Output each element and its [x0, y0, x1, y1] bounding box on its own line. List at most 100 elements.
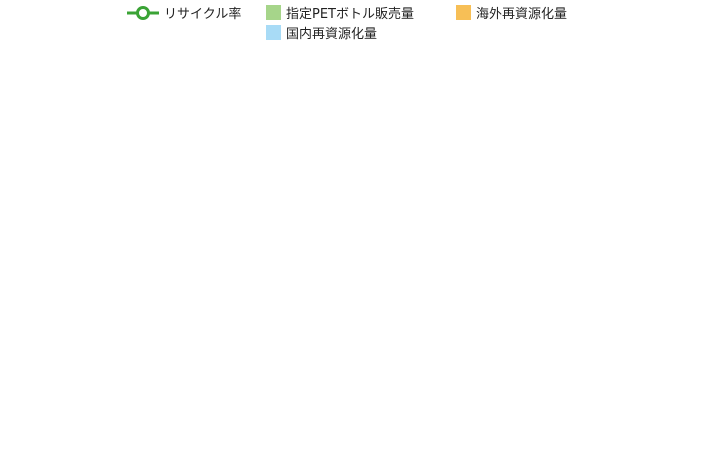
label-sales: 596 [269, 123, 300, 142]
right-axis-unit: (%) [636, 23, 659, 38]
label-sales: 581 [532, 130, 563, 149]
bar-overseas [289, 189, 309, 295]
label-overseas: 227 [226, 240, 257, 259]
label-domestic: 279 [279, 353, 310, 372]
bar-domestic [605, 230, 625, 426]
label-overseas: 199 [173, 242, 204, 261]
label-overseas: 92 [599, 200, 619, 219]
legend-item-overseas: 海外再資源化量 [456, 3, 567, 22]
legend-swatch [456, 5, 471, 20]
label-overseas: 201 [331, 229, 362, 248]
bar-domestic [447, 271, 467, 426]
line-marker-icon [127, 5, 159, 20]
bar-overseas [605, 186, 625, 231]
label-overseas: 122 [542, 210, 573, 229]
x-tick-label: 2021 [528, 432, 566, 450]
label-domestic: 258 [121, 358, 152, 377]
label-overseas: 239 [121, 239, 152, 258]
label-recycle-rate: 88.8 [481, 61, 517, 80]
x-axis-unit: (年度) [582, 453, 618, 469]
bar-domestic [500, 262, 520, 426]
point-recycle-rate [230, 91, 245, 106]
label-domestic: 328 [436, 342, 467, 361]
bar-sales [113, 152, 132, 427]
x-tick-label: 2017 [317, 432, 355, 450]
bar-overseas [342, 190, 362, 286]
label-recycle-rate: 86.9 [587, 69, 623, 88]
x-tick-label: 2019 [423, 432, 461, 450]
label-domestic: 345 [489, 337, 520, 356]
legend-item-sales: 指定PETボトル販売量 [266, 3, 414, 22]
left-tick-label: 200 [57, 325, 84, 341]
left-tick-label: 0 [89, 419, 98, 435]
x-tick-label: 2022 [580, 432, 618, 450]
left-axis-unit: (千トン) [36, 23, 85, 38]
legend-swatch [266, 5, 281, 20]
right-tick-label: 100 [647, 41, 674, 57]
label-sales: 563 [216, 139, 247, 158]
legend-label: 国内再資源化量 [286, 27, 378, 42]
bar-domestic [289, 294, 309, 426]
label-domestic: 414 [594, 321, 625, 340]
bar-overseas [500, 194, 520, 263]
bar-sales [323, 148, 343, 426]
legend-label: リサイクル率 [164, 7, 242, 22]
bar-sales [533, 151, 553, 427]
point-recycle-rate [282, 101, 297, 116]
x-tick-label: 2016 [265, 432, 303, 450]
label-domestic: 261 [226, 357, 257, 376]
left-tick-label: 800 [57, 41, 84, 57]
point-recycle-rate [545, 93, 560, 108]
label-sales: 583 [585, 130, 616, 149]
point-recycle-rate [177, 106, 192, 121]
label-overseas: 222 [279, 233, 310, 252]
label-recycle-rate: 84.6 [376, 77, 412, 96]
legend-item-recycle-rate: リサイクル率 [127, 3, 241, 22]
label-recycle-rate: 85.9 [429, 72, 465, 91]
left-tick-label: 100 [57, 372, 84, 388]
bar-domestic [552, 247, 572, 426]
label-domestic: 298 [331, 349, 362, 368]
label-recycle-rate: 82.6 [166, 85, 202, 104]
bar-overseas [447, 185, 467, 272]
bar-domestic [237, 302, 257, 426]
point-recycle-rate [493, 83, 508, 98]
point-recycle-rate [598, 90, 613, 105]
x-tick-label: 2013 [107, 432, 145, 450]
label-sales: 579 [111, 131, 142, 150]
line-recycle-rate [131, 88, 606, 116]
right-tick-label: 40 [647, 268, 665, 284]
left-tick-label: 700 [57, 88, 84, 104]
legend-label: 指定PETボトル販売量 [286, 7, 414, 22]
right-tick-label: 60 [647, 192, 665, 208]
right-tick-label: 0 [632, 419, 641, 435]
x-tick-label: 2014 [160, 432, 198, 450]
bar-sales [270, 144, 290, 426]
left-tick-label: 500 [57, 183, 84, 199]
bar-overseas [237, 195, 257, 303]
label-domestic: 334 [384, 340, 415, 359]
point-recycle-rate [388, 99, 402, 114]
left-tick-label: 600 [57, 136, 84, 152]
label-sales: 587 [322, 128, 353, 147]
point-recycle-rate [440, 94, 455, 109]
bar-domestic [132, 304, 151, 426]
label-overseas: 144 [489, 220, 520, 239]
bar-domestic [342, 285, 362, 426]
label-recycle-rate: 86.0 [534, 72, 570, 91]
label-sales: 626 [374, 109, 405, 128]
legend-item-domestic: 国内再資源化量 [266, 23, 377, 42]
x-tick-label: 2020 [475, 432, 513, 450]
bar-sales [218, 159, 238, 427]
left-axis-label: 販売量・再資源化量 [40, 180, 56, 315]
left-tick-label: 300 [57, 277, 84, 293]
left-tick-label: 400 [57, 230, 84, 246]
label-recycle-rate: 85.8 [113, 73, 149, 92]
label-recycle-rate: 84.9 [324, 76, 360, 95]
label-overseas: 195 [384, 213, 415, 232]
x-tick-label: 2018 [370, 432, 408, 450]
bar-overseas [552, 190, 572, 248]
bar-overseas [184, 203, 204, 298]
label-overseas: 182 [436, 219, 467, 238]
